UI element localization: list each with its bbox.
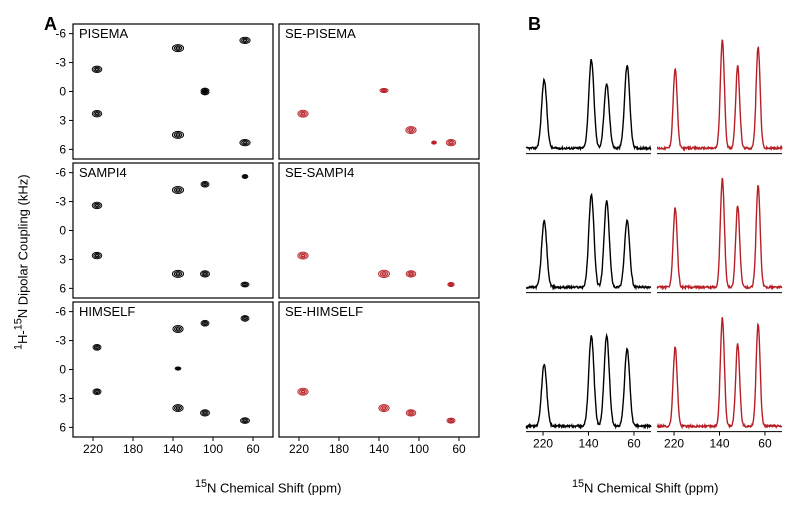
- svg-text:3: 3: [59, 252, 66, 266]
- panel-b-xlabel: 15N Chemical Shift (ppm): [572, 478, 718, 495]
- svg-text:-3: -3: [55, 56, 66, 70]
- svg-text:140: 140: [163, 442, 183, 456]
- svg-text:60: 60: [452, 442, 466, 456]
- panel-b-grid: 220 140 60 220 140 60: [522, 18, 792, 458]
- svg-text:180: 180: [329, 442, 349, 456]
- subpanel: 220 180 140 100 60 SE-HIMSELF: [279, 302, 479, 456]
- svg-text:140: 140: [369, 442, 389, 456]
- spectrum-cell: 220 140 60: [657, 317, 782, 450]
- svg-text:3: 3: [59, 113, 66, 127]
- svg-text:60: 60: [246, 442, 260, 456]
- svg-text:220: 220: [664, 437, 684, 451]
- svg-text:-3: -3: [55, 195, 66, 209]
- svg-text:140: 140: [709, 437, 729, 451]
- subpanel: -6 -3 0 3 6 SAMPI4: [55, 163, 273, 298]
- subpanel: -6 -3 0 3 6 220 180 140 100 60 HIMSELF: [55, 302, 273, 456]
- svg-text:0: 0: [59, 224, 66, 238]
- subpanel-title: PISEMA: [79, 26, 128, 41]
- spectrum-trace: [526, 335, 651, 427]
- subpanel: SE-PISEMA: [279, 24, 479, 159]
- subpanel-title: SE-SAMPI4: [285, 165, 354, 180]
- spectrum-cell: 220 140 60: [526, 335, 651, 450]
- svg-text:100: 100: [203, 442, 223, 456]
- svg-text:60: 60: [758, 437, 772, 451]
- subpanel: -6 -3 0 3 6 PISEMA: [55, 24, 273, 159]
- spectrum-trace: [526, 195, 651, 289]
- spectrum-trace: [657, 40, 782, 150]
- svg-text:60: 60: [627, 437, 641, 451]
- spectrum-cell: [526, 195, 651, 293]
- subpanel-title: SE-PISEMA: [285, 26, 356, 41]
- svg-text:6: 6: [59, 142, 66, 156]
- svg-text:-3: -3: [55, 334, 66, 348]
- spectrum-cell: [657, 40, 782, 154]
- spectrum-trace: [657, 317, 782, 427]
- panel-a-grid: -6 -3 0 3 6 PISEMA SE-PISEMA -6 -3 0 3 6 SAMPI4 SE-SA…: [45, 18, 505, 458]
- figure-root: A B 1H-15N Dipolar Coupling (kHz) -6-303…: [0, 0, 800, 509]
- svg-text:-6: -6: [55, 27, 66, 41]
- subpanel-title: HIMSELF: [79, 304, 135, 319]
- svg-text:6: 6: [59, 281, 66, 295]
- svg-text:-6: -6: [55, 305, 66, 319]
- subpanel-title: SE-HIMSELF: [285, 304, 363, 319]
- spectrum-cell: [526, 59, 651, 154]
- panel-a-ylabel: 1H-15N Dipolar Coupling (kHz): [13, 174, 30, 350]
- spectrum-cell: [657, 178, 782, 292]
- svg-text:6: 6: [59, 420, 66, 434]
- spectrum-trace: [657, 178, 782, 288]
- svg-text:3: 3: [59, 391, 66, 405]
- subpanel-title: SAMPI4: [79, 165, 127, 180]
- subpanel: SE-SAMPI4: [279, 163, 479, 298]
- panel-a-xlabel: 15N Chemical Shift (ppm): [195, 478, 341, 495]
- svg-text:220: 220: [83, 442, 103, 456]
- svg-text:0: 0: [59, 85, 66, 99]
- svg-text:140: 140: [578, 437, 598, 451]
- svg-text:180: 180: [123, 442, 143, 456]
- svg-text:-6: -6: [55, 166, 66, 180]
- svg-text:220: 220: [533, 437, 553, 451]
- svg-text:220: 220: [289, 442, 309, 456]
- spectrum-trace: [526, 59, 651, 149]
- svg-text:0: 0: [59, 363, 66, 377]
- svg-text:100: 100: [409, 442, 429, 456]
